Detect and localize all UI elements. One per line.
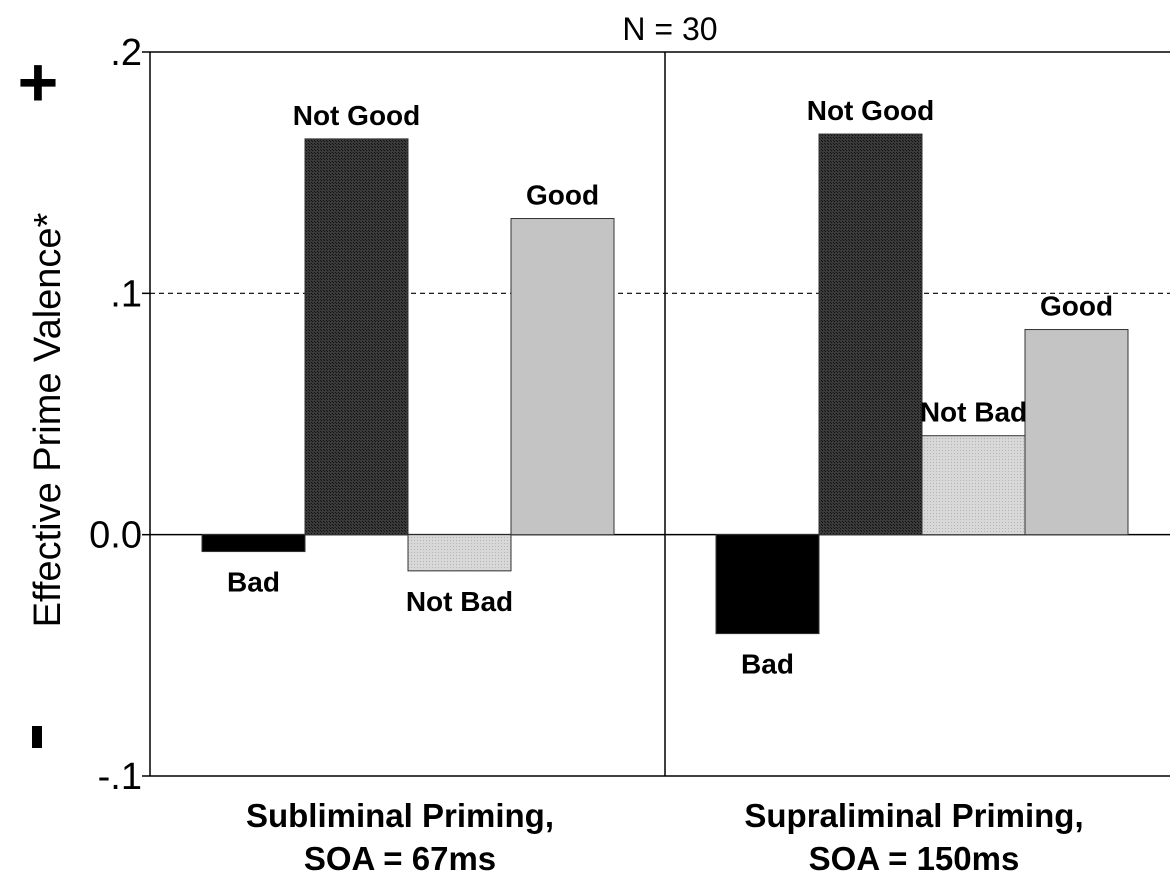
panel-label-line2: SOA = 150ms [809,840,1020,877]
bar-label: Good [526,180,599,211]
bar-not-good [818,133,923,536]
y-tick-label: .1 [110,273,142,315]
y-tick-label: -.1 [98,756,142,798]
y-tick-label: 0.0 [89,515,142,557]
bar-label: Not Bad [920,397,1027,428]
plus-marker: + [18,43,59,121]
bar-good [1024,329,1129,536]
bar-label: Good [1040,291,1113,322]
chart-title: N = 30 [622,11,717,47]
bar-not-good [304,138,409,536]
labels-layer: .2 .1 0.0 -.1 Bad Not Good Not Bad Good Sublimin… [32,32,1113,877]
bar-bad [715,534,820,635]
bar-label: Bad [741,649,794,680]
bar-not-bad [407,534,512,572]
bar-label: Not Good [293,100,421,131]
bars-layer [201,133,1129,635]
minus-marker [32,726,42,748]
panel-label-line2: SOA = 67ms [304,840,496,877]
y-tick-label: .2 [110,32,142,74]
panel-label-line1: Supraliminal Priming, [744,797,1083,834]
bar-label: Bad [227,567,280,598]
bar-good [510,218,615,536]
panel-label-line1: Subliminal Priming, [246,797,554,834]
bar-label: Not Bad [406,586,513,617]
bar-bad [201,534,306,553]
bar-not-bad [921,435,1026,536]
y-axis-label: Effective Prime Valence* [27,212,69,627]
bar-label: Not Good [807,95,935,126]
